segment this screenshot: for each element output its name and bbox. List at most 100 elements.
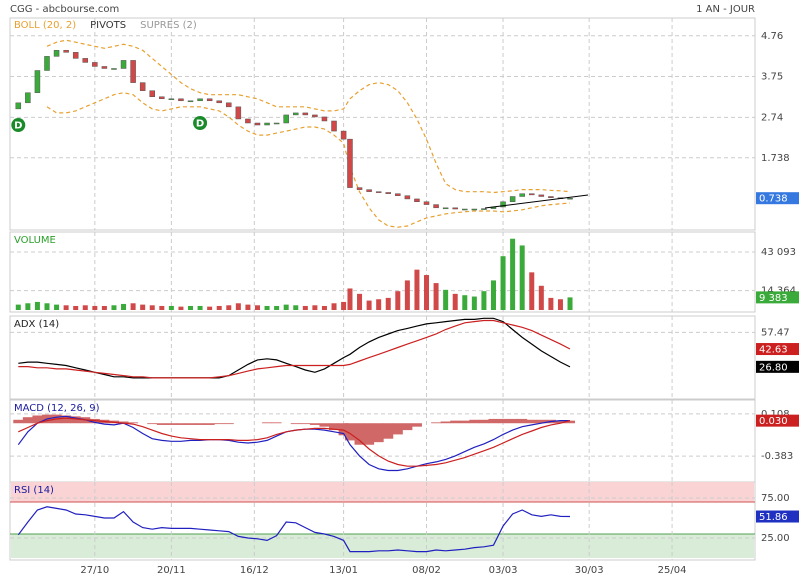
y-tick-label: 2.74 [761,112,783,123]
volume-bar [101,305,107,310]
value-box [756,192,799,205]
volume-bar [510,238,516,310]
volume-bar [321,305,327,310]
candle [340,130,347,140]
candle [15,102,22,110]
candle [187,100,194,103]
legend-item: PIVOTS [90,20,126,31]
volume-bar [347,288,353,310]
candle [375,191,382,193]
volume-bar [452,293,458,310]
candle [567,197,573,200]
indicator-line [18,417,571,467]
macd-histogram [344,423,355,441]
volume-bar [34,301,40,310]
candle [206,98,213,102]
macd-histogram [223,423,234,425]
macd-histogram [147,423,158,425]
panel-title: MACD (12, 26, 9) [14,403,100,414]
volume-bar [63,305,69,310]
y-tick-label: 14 364 [761,286,796,297]
candle [385,192,391,194]
signal-marker-label: D [196,119,204,130]
x-tick-label: 13/01 [329,565,358,576]
volume-bar [312,305,318,310]
candle [25,92,31,104]
x-tick-label: 20/11 [157,565,186,576]
candle [139,82,146,91]
volume-bar [92,305,98,310]
x-tick-label: 27/10 [80,565,109,576]
candle [356,187,363,190]
volume-bar [25,303,31,310]
macd-histogram [195,423,206,425]
indicator-line [17,506,571,553]
macd-histogram [214,423,225,425]
candle [548,196,554,198]
volume-bar [433,283,439,310]
candle [63,50,69,53]
macd-histogram [32,415,43,424]
macd-histogram [402,423,413,431]
volume-bar [293,305,299,310]
volume-bar [357,293,363,310]
x-tick-label: 03/03 [489,565,518,576]
macd-histogram [61,415,72,424]
candle [471,208,478,211]
candle [149,90,155,97]
candle [414,198,420,203]
macd-histogram [300,423,311,425]
macd-histogram [526,419,537,424]
macd-histogram [440,421,451,424]
candle [509,196,516,202]
volume-bar [235,303,241,310]
macd-histogram [118,421,129,424]
volume-bar [188,305,194,310]
panel [9,231,756,313]
macd-histogram [469,419,480,424]
value-box-label: 0.030 [759,416,788,427]
macd-histogram [517,418,528,424]
panel-title: ADX (14) [14,319,59,330]
macd-histogram [478,419,489,424]
indicator-line [18,317,571,379]
macd-histogram [156,423,167,425]
volume-bar [462,295,468,310]
candle [254,122,261,126]
candle [235,106,242,120]
period[interactable]: 1 AN - JOUR [696,4,755,15]
volume-bar [178,306,184,310]
macd-histogram [364,423,375,445]
candle [72,52,79,59]
value-box [756,414,799,427]
value-box-label: 0.738 [759,194,788,205]
volume-bar [44,303,50,310]
candle [302,112,309,116]
site-title: CGG - abcbourse.com [10,4,119,15]
macd-histogram [13,419,24,424]
x-tick-label: 25/04 [658,565,687,576]
volume-bar [490,280,496,310]
volume-bar [226,305,232,310]
y-tick-label: 43 093 [761,247,796,258]
macd-histogram [431,422,442,424]
macd-histogram [290,423,301,425]
volume-bar [443,289,449,310]
y-tick-label: 0.108 [761,409,790,420]
volume-bar [168,305,174,310]
candle [404,195,411,200]
candle [226,102,232,108]
candle [273,122,280,125]
macd-histogram [329,423,340,431]
macd-histogram [498,418,509,424]
value-box-label: 26.80 [759,362,788,373]
candle [519,193,525,197]
candle [538,194,545,197]
volume-bar [245,304,251,310]
volume-bar [82,305,88,310]
volume-bar [557,299,563,310]
y-tick-label: -0.383 [761,451,793,462]
candle [481,208,487,210]
macd-histogram [128,422,139,424]
